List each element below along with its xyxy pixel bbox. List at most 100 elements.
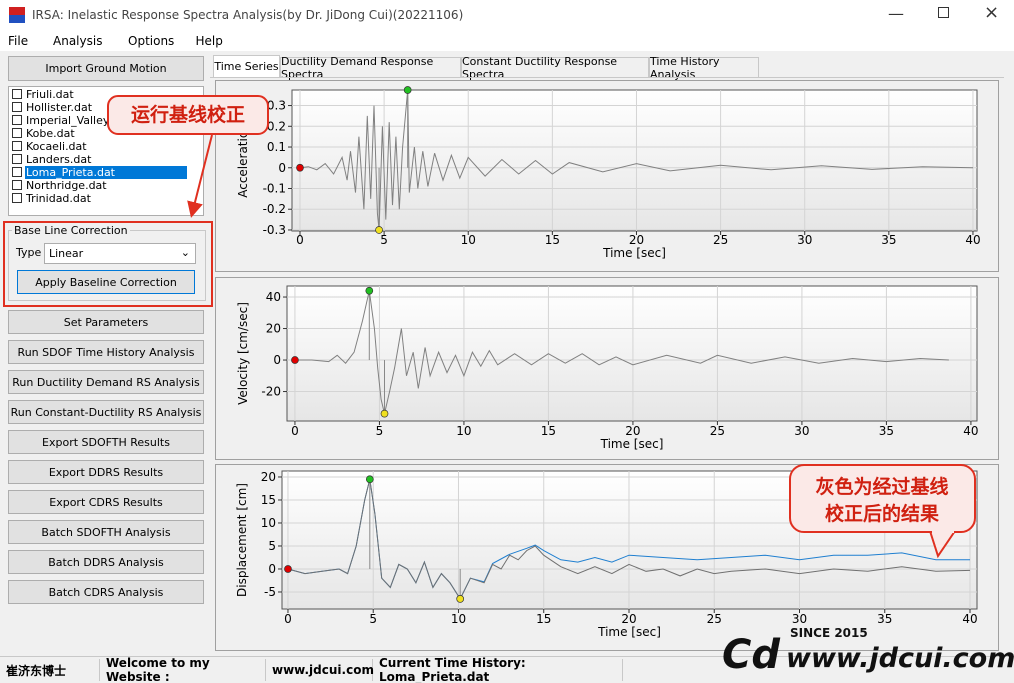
action-button[interactable]: Export DDRS Results xyxy=(8,460,204,484)
x-tick-label: 0 xyxy=(296,233,304,247)
action-button[interactable]: Run Ductility Demand RS Analysis xyxy=(8,370,204,394)
y-tick-label: 40 xyxy=(266,290,281,304)
file-item[interactable]: Trinidad.dat xyxy=(26,192,91,205)
app-icon xyxy=(9,7,25,23)
type-select[interactable]: Linear ⌄ xyxy=(44,243,196,264)
status-field: Current Time History: Loma_Prieta.dat xyxy=(373,656,623,683)
file-item[interactable]: Kocaeli.dat xyxy=(26,140,87,153)
peak-marker xyxy=(375,226,383,234)
action-button[interactable]: Export SDOFTH Results xyxy=(8,430,204,454)
file-item[interactable]: Landers.dat xyxy=(26,153,92,166)
x-axis-label: Time [sec] xyxy=(600,437,664,451)
type-label: Type xyxy=(16,246,42,259)
x-tick-label: 40 xyxy=(965,233,980,247)
peak-marker xyxy=(284,565,292,573)
x-tick-label: 0 xyxy=(291,424,299,438)
checkbox[interactable] xyxy=(12,102,22,112)
tab[interactable]: Constant Ductility Response Spectra xyxy=(461,55,649,81)
tab-body xyxy=(210,77,1004,655)
chart: 20 15 10 5 0 -5 0 5 10 15 20 25 30 35 40 Time [sec] Disp… xyxy=(235,470,978,639)
checkbox[interactable] xyxy=(12,115,22,125)
y-tick-label: 0.3 xyxy=(267,99,286,113)
y-axis-label: Acceleration xyxy=(236,123,250,198)
x-tick-label: 40 xyxy=(962,612,977,626)
x-tick-label: 35 xyxy=(877,612,892,626)
x-tick-label: 40 xyxy=(963,424,978,438)
checkbox[interactable] xyxy=(12,141,22,151)
close-button[interactable]: × xyxy=(984,2,1000,23)
peak-marker xyxy=(365,286,374,295)
menu-item[interactable]: File xyxy=(8,34,29,48)
action-button[interactable]: Run SDOF Time History Analysis xyxy=(8,340,204,364)
plot-area xyxy=(286,285,978,422)
dropdown-arrow: ⌄ xyxy=(180,246,190,259)
checkbox[interactable] xyxy=(12,128,22,138)
y-tick-label: -5 xyxy=(264,585,276,599)
menu-bar: File Analysis Options Help xyxy=(0,31,1014,51)
chart-panel: 20 15 10 5 0 -5 0 5 10 15 20 25 30 35 40 Time [sec] Disp… xyxy=(215,464,999,651)
x-tick-label: 20 xyxy=(625,424,640,438)
file-item[interactable]: Loma_Prieta.dat xyxy=(25,166,187,179)
peak-marker xyxy=(365,475,374,484)
apply-baseline-button[interactable]: Apply Baseline Correction xyxy=(17,270,195,294)
action-button[interactable]: Run Constant-Ductility RS Analysis xyxy=(8,400,204,424)
file-item[interactable]: Friuli.dat xyxy=(26,88,74,101)
peak-marker xyxy=(296,163,304,172)
y-tick-label: 0.1 xyxy=(267,140,286,154)
x-axis-label: Time [sec] xyxy=(602,246,666,260)
action-button[interactable]: Batch SDOFTH Analysis xyxy=(8,520,204,544)
file-item[interactable]: Hollister.dat xyxy=(26,101,93,114)
action-button[interactable]: Batch CDRS Analysis xyxy=(8,580,204,604)
x-tick-label: 5 xyxy=(376,424,384,438)
x-tick-label: 5 xyxy=(369,612,377,626)
y-tick-label: -20 xyxy=(261,385,281,399)
y-tick-label: -0.1 xyxy=(263,181,286,195)
y-tick-label: 0 xyxy=(273,353,281,367)
checkbox[interactable] xyxy=(12,167,22,177)
y-tick-label: 15 xyxy=(261,493,276,507)
checkbox[interactable] xyxy=(12,89,22,99)
menu-item[interactable]: Options xyxy=(128,34,175,48)
maximize-button[interactable] xyxy=(938,7,949,18)
file-item[interactable]: Imperial_Valley. xyxy=(26,114,112,127)
import-button[interactable]: Import Ground Motion xyxy=(8,56,204,81)
x-tick-label: 20 xyxy=(621,612,636,626)
checkbox[interactable] xyxy=(12,193,22,203)
y-tick-label: 0 xyxy=(278,161,286,175)
action-button[interactable]: Set Parameters xyxy=(8,310,204,334)
x-tick-label: 15 xyxy=(545,233,560,247)
window-title: IRSA: Inelastic Response Spectra Analysi… xyxy=(32,8,464,22)
y-tick-label: 20 xyxy=(266,322,281,336)
x-tick-label: 0 xyxy=(284,612,292,626)
menu-item[interactable]: Analysis xyxy=(53,34,103,48)
file-list: Friuli.dat Hollister.dat Imperial_Valley. K… xyxy=(8,86,204,216)
minimize-button[interactable]: — xyxy=(888,4,904,23)
peak-marker xyxy=(380,409,389,418)
chart-panel: 0.3 0.2 0.1 0 -0.1 -0.2 -0.3 0 5 10 15 20 25 30 35 40 Ti… xyxy=(215,80,999,272)
baseline-title: Base Line Correction xyxy=(12,224,130,237)
tab[interactable]: Time Series xyxy=(213,55,280,77)
status-field: www.jdcui.com xyxy=(266,659,374,681)
chart: 40 20 0 -20 0 5 10 15 20 25 30 35 40 Time [sec] Veloci… xyxy=(236,285,979,451)
x-tick-label: 20 xyxy=(629,233,644,247)
file-item[interactable]: Northridge.dat xyxy=(26,179,107,192)
y-tick-label: 20 xyxy=(261,470,276,484)
plot-area xyxy=(281,470,978,610)
x-tick-label: 15 xyxy=(536,612,551,626)
tab[interactable]: Ductility Demand Response Spectra xyxy=(280,55,461,81)
action-button[interactable]: Batch DDRS Analysis xyxy=(8,550,204,574)
status-field: 崔济东博士 xyxy=(0,659,100,681)
checkbox[interactable] xyxy=(12,180,22,190)
x-axis-label: Time [sec] xyxy=(597,625,661,639)
menu-item[interactable]: Help xyxy=(195,34,223,48)
file-item[interactable]: Kobe.dat xyxy=(26,127,75,140)
x-tick-label: 30 xyxy=(794,424,809,438)
y-axis-label: Velocity [cm/sec] xyxy=(236,302,250,405)
x-tick-label: 35 xyxy=(881,233,896,247)
peak-marker xyxy=(291,356,299,364)
x-tick-label: 15 xyxy=(541,424,556,438)
action-button[interactable]: Export CDRS Results xyxy=(8,490,204,514)
y-tick-label: 10 xyxy=(261,516,276,530)
tab[interactable]: Time History Analysis xyxy=(649,55,759,81)
checkbox[interactable] xyxy=(12,154,22,164)
